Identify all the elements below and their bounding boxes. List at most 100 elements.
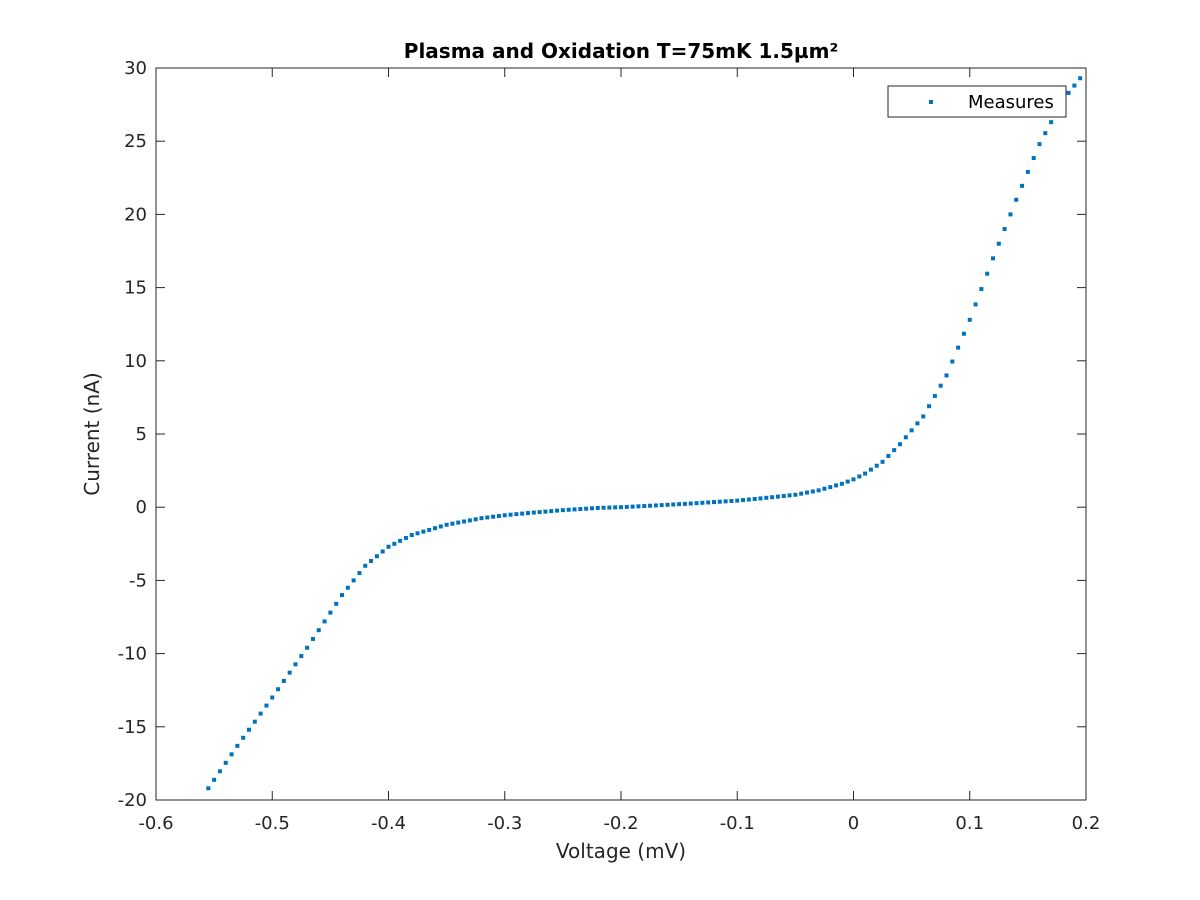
data-point [758, 496, 763, 501]
data-point [775, 494, 780, 499]
data-point [991, 256, 995, 261]
data-point [985, 271, 990, 276]
data-point [810, 489, 815, 494]
data-point [1002, 227, 1007, 232]
x-tick-label: -0.1 [720, 813, 755, 834]
data-point [276, 687, 281, 692]
data-point [706, 500, 711, 505]
data-point [369, 559, 374, 564]
data-point [328, 610, 333, 615]
data-point [694, 501, 699, 506]
data-point [543, 509, 548, 514]
data-point [287, 670, 292, 675]
data-point [206, 786, 211, 791]
data-point [467, 518, 472, 523]
data-point [979, 287, 984, 292]
data-point [450, 521, 455, 526]
y-tick-label: 30 [124, 58, 147, 79]
data-point [799, 491, 804, 496]
y-tick-label: -5 [129, 570, 147, 591]
legend-label: Measures [968, 92, 1054, 113]
y-axis-ticks: -20 -15 -10 -5 0 5 10 15 20 25 30 [118, 58, 1086, 811]
y-tick-label: 20 [124, 204, 147, 225]
data-point [1020, 183, 1025, 188]
data-point [700, 500, 705, 505]
data-point [752, 496, 757, 501]
data-point [764, 495, 769, 500]
data-point [1031, 156, 1036, 161]
y-tick-label: 5 [136, 424, 147, 445]
data-point [345, 585, 350, 590]
data-point [1037, 142, 1042, 147]
data-point [642, 504, 647, 509]
data-point [305, 645, 310, 650]
data-point [247, 727, 251, 732]
data-point [444, 522, 449, 527]
data-point [299, 654, 304, 659]
data-point [828, 485, 833, 490]
data-point [421, 529, 426, 534]
data-point [334, 601, 339, 606]
data-point [874, 463, 879, 468]
x-tick-label: 0 [848, 813, 859, 834]
data-point [613, 505, 618, 510]
data-point [1072, 83, 1077, 88]
data-point [741, 498, 746, 503]
data-point [363, 563, 368, 568]
data-point [636, 504, 641, 509]
data-point [659, 503, 664, 508]
data-point [502, 513, 507, 518]
data-point [927, 404, 932, 409]
data-point [537, 510, 542, 515]
data-point [241, 735, 246, 740]
data-point [781, 493, 786, 498]
x-tick-label: -0.2 [603, 813, 638, 834]
data-point [270, 695, 275, 700]
data-point [398, 538, 403, 543]
x-axis-label: Voltage (mV) [556, 839, 686, 863]
data-point [607, 505, 612, 510]
data-point [479, 516, 484, 521]
data-point [671, 502, 676, 507]
data-point [805, 490, 809, 495]
data-point [909, 428, 914, 433]
data-point [438, 524, 443, 529]
data-point [212, 777, 217, 782]
x-axis-ticks: -0.6 -0.5 -0.4 -0.3 -0.2 -0.1 0 0.1 0.2 [138, 68, 1100, 834]
data-point [514, 512, 519, 517]
data-point [816, 488, 821, 493]
data-point [572, 507, 577, 512]
data-point [932, 393, 937, 398]
data-point [735, 498, 740, 503]
data-point [566, 507, 571, 512]
data-point [316, 628, 321, 633]
data-point [729, 498, 734, 503]
data-point [973, 302, 978, 307]
data-point [235, 743, 240, 748]
data-point [578, 507, 583, 512]
data-point [648, 503, 653, 508]
legend[interactable]: Measures [887, 85, 1067, 118]
data-point [915, 421, 920, 426]
data-point [967, 317, 972, 322]
data-point [903, 435, 908, 440]
data-point [357, 571, 362, 576]
data-point [950, 359, 955, 364]
data-point [1014, 197, 1019, 202]
y-tick-label: 25 [124, 131, 147, 152]
data-points [206, 76, 1083, 791]
data-point [264, 703, 269, 708]
data-point [601, 505, 606, 510]
data-point [886, 453, 891, 458]
data-point [258, 711, 263, 716]
data-point [892, 448, 897, 453]
x-tick-label: -0.6 [138, 813, 173, 834]
data-point [619, 505, 623, 510]
data-point [857, 474, 862, 479]
data-point [723, 499, 728, 504]
data-point [217, 769, 222, 774]
data-point [834, 483, 839, 488]
legend-marker-icon [929, 100, 933, 104]
data-point [392, 541, 397, 546]
